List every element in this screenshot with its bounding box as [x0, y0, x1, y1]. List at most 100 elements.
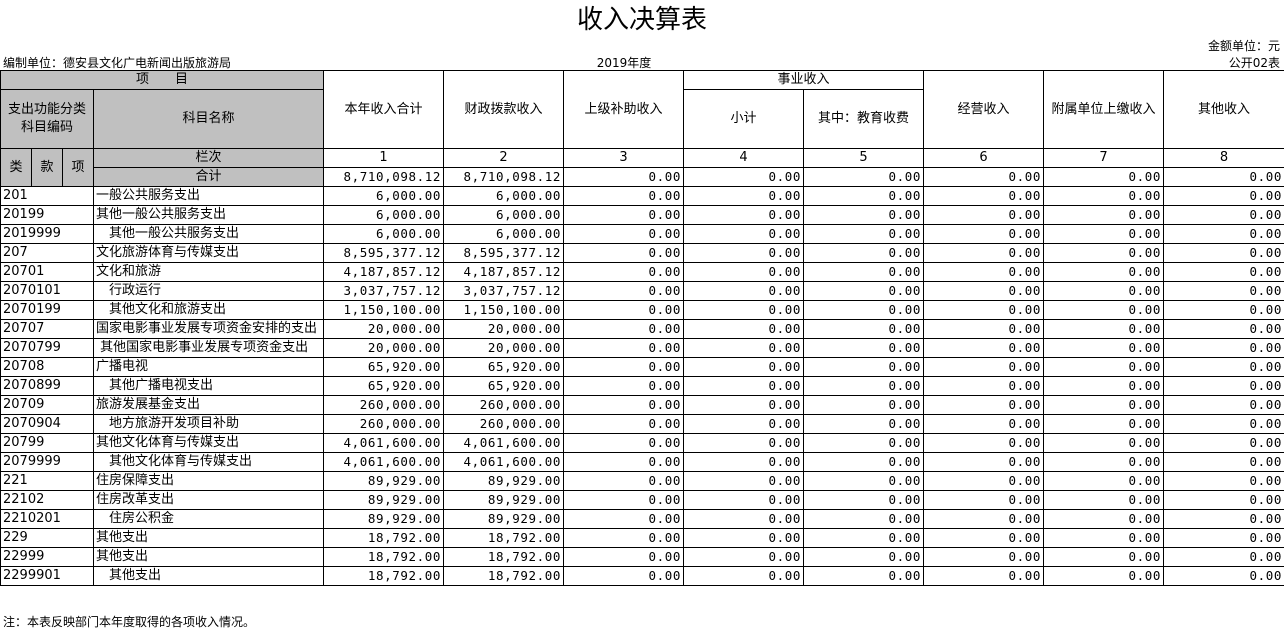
value-cell: 0.00 — [1043, 262, 1165, 282]
code-cell: 2070904 — [0, 414, 94, 434]
value-cell: 0.00 — [803, 528, 925, 548]
header-cell: 类 — [0, 148, 32, 187]
code-cell: 201 — [0, 186, 94, 206]
name-cell: 其他支出 — [92, 528, 325, 548]
code-cell: 20707 — [0, 319, 94, 339]
value-cell: 0.00 — [683, 338, 805, 358]
value-cell: 0.00 — [563, 319, 685, 339]
value-cell: 0.00 — [563, 566, 685, 586]
value-cell: 0.00 — [803, 338, 925, 358]
value-cell: 18,792.00 — [323, 547, 445, 567]
value-cell: 20,000.00 — [323, 338, 445, 358]
value-cell: 0.00 — [1043, 300, 1165, 320]
name-cell: 住房公积金 — [92, 509, 325, 529]
code-cell: 2019999 — [0, 224, 94, 244]
header-cell: 栏次 — [92, 148, 325, 168]
header-cell: 上级补助收入 — [563, 70, 685, 149]
value-cell: 0.00 — [923, 414, 1045, 434]
value-cell: 0.00 — [803, 414, 925, 434]
name-cell: 其他一般公共服务支出 — [92, 205, 325, 225]
value-cell: 0.00 — [1043, 490, 1165, 510]
value-cell: 0.00 — [803, 205, 925, 225]
value-cell: 20,000.00 — [323, 319, 445, 339]
name-cell: 地方旅游开发项目补助 — [92, 414, 325, 434]
value-cell: 0.00 — [1043, 224, 1165, 244]
value-cell: 6,000.00 — [323, 224, 445, 244]
value-cell: 0.00 — [1163, 433, 1284, 453]
value-cell: 0.00 — [683, 414, 805, 434]
name-cell: 旅游发展基金支出 — [92, 395, 325, 415]
value-cell: 0.00 — [683, 566, 805, 586]
value-cell: 65,920.00 — [323, 357, 445, 377]
value-cell: 0.00 — [1043, 528, 1165, 548]
value-cell: 0.00 — [1163, 319, 1284, 339]
value-cell: 0.00 — [1043, 471, 1165, 491]
value-cell: 260,000.00 — [323, 414, 445, 434]
column-number: 6 — [923, 148, 1045, 168]
value-cell: 65,920.00 — [443, 357, 565, 377]
name-cell: 行政运行 — [92, 281, 325, 301]
value-cell: 0.00 — [563, 433, 685, 453]
value-cell: 0.00 — [923, 490, 1045, 510]
name-cell: 其他支出 — [92, 547, 325, 567]
value-cell: 0.00 — [923, 376, 1045, 396]
value-cell: 0.00 — [683, 243, 805, 263]
table-row: 项 目本年收入合计 财政拨款收入 上级补助收入 事业收入 经营收入 附属单位上缴收入 其他收… — [0, 70, 1284, 149]
table-row: 20708 广播电视 65,920.00 65,920.00 0.00 0.00 0.00 0… — [0, 357, 1284, 377]
value-cell: 6,000.00 — [443, 205, 565, 225]
value-cell: 0.00 — [563, 300, 685, 320]
value-cell: 89,929.00 — [443, 509, 565, 529]
value-cell: 0.00 — [563, 395, 685, 415]
value-cell: 260,000.00 — [323, 395, 445, 415]
table-row: 20799 其他文化体育与传媒支出 4,061,600.00 4,061,600.00… — [0, 433, 1284, 453]
value-cell: 0.00 — [563, 490, 685, 510]
column-number: 1 — [323, 148, 445, 168]
value-cell: 0.00 — [923, 262, 1045, 282]
value-cell: 0.00 — [803, 566, 925, 586]
year: 2019年度 — [596, 56, 652, 70]
value-cell: 0.00 — [1043, 509, 1165, 529]
value-cell: 0.00 — [923, 528, 1045, 548]
name-cell: 其他文化体育与传媒支出 — [92, 452, 325, 472]
value-cell: 0.00 — [563, 509, 685, 529]
value-cell: 6,000.00 — [443, 224, 565, 244]
value-cell: 0.00 — [1163, 566, 1284, 586]
value-cell: 18,792.00 — [323, 528, 445, 548]
value-cell: 0.00 — [563, 357, 685, 377]
unit: 金额单位：元 — [1207, 39, 1280, 53]
value-cell: 0.00 — [1163, 186, 1284, 206]
header-cell: 附属单位上缴收入 — [1043, 70, 1165, 149]
header-cell: 事业收入 — [683, 70, 925, 90]
value-cell: 0.00 — [1043, 281, 1165, 301]
header-cell: 支出功能分类科目编码 — [0, 89, 94, 149]
value-cell: 0.00 — [683, 300, 805, 320]
value-cell: 20,000.00 — [443, 338, 565, 358]
column-number: 2 — [443, 148, 565, 168]
value-cell: 0.00 — [1163, 528, 1284, 548]
value-cell: 0.00 — [923, 338, 1045, 358]
name-cell: 广播电视 — [92, 357, 325, 377]
value-cell: 4,187,857.12 — [323, 262, 445, 282]
value-cell: 20,000.00 — [443, 319, 565, 339]
code-cell: 2070799 — [0, 338, 94, 358]
table-row: 20199 其他一般公共服务支出 6,000.00 6,000.00 0.00 0.00 0… — [0, 205, 1284, 225]
value-cell: 0.00 — [563, 376, 685, 396]
value-cell: 0.00 — [1163, 414, 1284, 434]
value-cell: 0.00 — [1043, 357, 1165, 377]
value-cell: 0.00 — [923, 205, 1045, 225]
value-cell: 89,929.00 — [323, 471, 445, 491]
code-cell: 22102 — [0, 490, 94, 510]
value-cell: 0.00 — [563, 224, 685, 244]
table-row: 20701 文化和旅游 4,187,857.12 4,187,857.12 0.00 0.… — [0, 262, 1284, 282]
value-cell: 0.00 — [923, 319, 1045, 339]
value-cell: 3,037,757.12 — [323, 281, 445, 301]
value-cell: 260,000.00 — [443, 414, 565, 434]
value-cell: 0.00 — [563, 262, 685, 282]
value-cell: 0.00 — [563, 243, 685, 263]
table-row: 229 其他支出 18,792.00 18,792.00 0.00 0.00 0.00 0.0… — [0, 528, 1284, 548]
value-cell: 0.00 — [563, 414, 685, 434]
name-cell: 一般公共服务支出 — [92, 186, 325, 206]
header-cell: 项 目 — [0, 70, 325, 90]
value-cell: 18,792.00 — [443, 566, 565, 586]
